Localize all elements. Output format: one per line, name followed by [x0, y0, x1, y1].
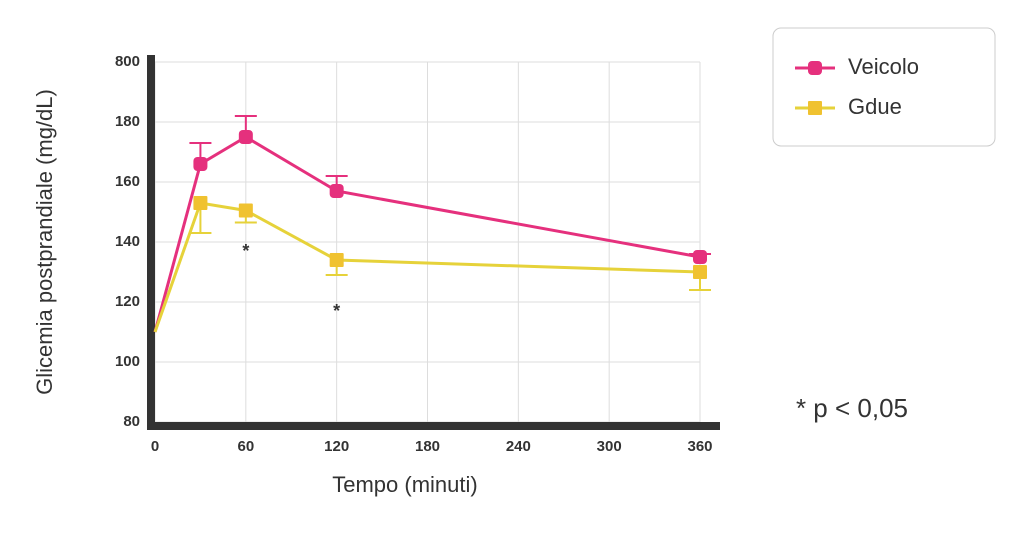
- annotation: *: [333, 301, 340, 321]
- x-axis: [147, 422, 720, 430]
- x-tick-label: 300: [597, 438, 622, 455]
- marker: [238, 203, 253, 218]
- x-tick-label: 360: [687, 438, 712, 455]
- x-tick-label: 120: [324, 438, 349, 455]
- x-tick-label: 180: [415, 438, 440, 455]
- y-tick-label: 800: [115, 53, 140, 70]
- y-tick-label: 180: [115, 113, 140, 130]
- annotation: *: [242, 241, 249, 261]
- marker: [693, 250, 707, 264]
- x-axis-label: Tempo (minuti): [332, 472, 477, 497]
- legend-label: Gdue: [848, 94, 902, 119]
- legend-marker: [808, 61, 822, 75]
- legend-box: [772, 27, 996, 147]
- x-tick-label: 240: [506, 438, 531, 455]
- legend-label: Veicolo: [848, 54, 919, 79]
- x-tick-label: 60: [237, 438, 254, 455]
- y-axis-label: Glicemia postprandiale (mg/dL): [32, 89, 57, 395]
- legend-marker: [808, 101, 822, 115]
- y-axis: [147, 55, 155, 430]
- y-tick-label: 120: [115, 293, 140, 310]
- x-tick-label: 0: [151, 438, 159, 455]
- y-tick-label: 160: [115, 173, 140, 190]
- y-tick-label: 80: [123, 413, 140, 430]
- marker: [329, 253, 344, 267]
- marker: [238, 130, 253, 144]
- marker: [693, 265, 707, 279]
- y-tick-label: 100: [115, 353, 140, 370]
- marker: [193, 157, 208, 171]
- significance-note: * p < 0,05: [796, 393, 908, 423]
- y-tick-label: 140: [115, 233, 140, 250]
- marker: [193, 196, 208, 210]
- marker: [329, 184, 344, 198]
